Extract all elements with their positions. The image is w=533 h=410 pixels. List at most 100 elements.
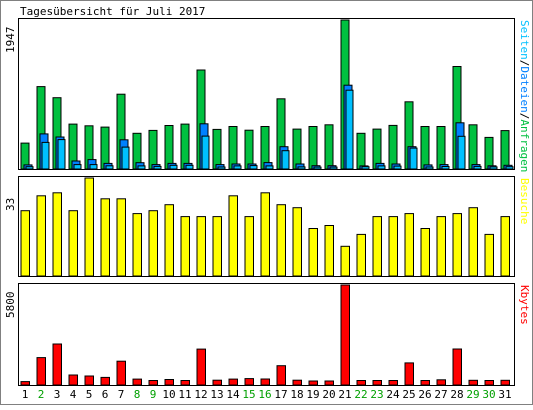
bar-seiten-day-12 [201, 135, 210, 170]
bar-seiten-day-28 [457, 135, 466, 170]
bar-seiten-day-27 [441, 166, 450, 170]
day-label-12: 12 [194, 388, 207, 401]
bar-besuche-day-11 [180, 216, 190, 277]
day-label-30: 30 [482, 388, 495, 401]
day-label-5: 5 [86, 388, 93, 401]
day-label-4: 4 [70, 388, 77, 401]
bar-kbytes-day-6 [100, 376, 110, 386]
day-label-16: 16 [258, 388, 271, 401]
bar-kbytes-day-15 [244, 378, 254, 386]
bar-kbytes-day-19 [308, 380, 318, 386]
day-label-2: 2 [38, 388, 45, 401]
bar-kbytes-day-17 [276, 365, 286, 386]
legend-besuche: Besuche [518, 178, 531, 224]
legend-seiten: Seiten [518, 20, 531, 60]
bar-seiten-day-16 [265, 165, 274, 170]
bar-besuche-day-26 [420, 228, 430, 277]
bar-besuche-day-8 [132, 213, 142, 277]
bar-kbytes-day-18 [292, 379, 302, 386]
bar-anfragen-day-18 [292, 128, 302, 170]
bar-kbytes-day-28 [452, 348, 462, 386]
day-label-20: 20 [322, 388, 335, 401]
bar-seiten-day-31 [505, 166, 514, 170]
bar-seiten-day-2 [41, 141, 50, 170]
bar-besuche-day-2 [36, 195, 46, 277]
bar-kbytes-day-1 [20, 381, 30, 386]
bar-anfragen-day-27 [436, 126, 446, 170]
day-label-7: 7 [118, 388, 125, 401]
bar-seiten-day-24 [393, 165, 402, 170]
bar-kbytes-day-5 [84, 375, 94, 386]
panel-3-ymax-label: 5800 [4, 292, 17, 319]
bar-seiten-day-17 [281, 150, 290, 170]
bar-seiten-day-19 [313, 166, 322, 170]
bar-besuche-day-9 [148, 210, 158, 277]
bar-anfragen-day-13 [212, 128, 222, 170]
day-label-11: 11 [178, 388, 191, 401]
legend-anfragen: Anfragen [518, 119, 531, 172]
bar-besuche-day-17 [276, 204, 286, 277]
day-label-31: 31 [498, 388, 511, 401]
bar-seiten-day-14 [233, 165, 242, 170]
day-label-19: 19 [306, 388, 319, 401]
legend-dateien: Dateien [518, 66, 531, 112]
panel-3-frame [18, 283, 515, 386]
bar-seiten-day-30 [489, 166, 498, 170]
day-label-1: 1 [22, 388, 29, 401]
bar-kbytes-day-7 [116, 360, 126, 386]
bar-seiten-day-29 [473, 165, 482, 170]
bar-kbytes-day-26 [420, 380, 430, 386]
bar-besuche-day-27 [436, 216, 446, 277]
bar-anfragen-day-9 [148, 129, 158, 170]
bar-anfragen-day-24 [388, 124, 398, 170]
bar-kbytes-day-27 [436, 379, 446, 386]
bar-seiten-day-4 [73, 164, 82, 170]
bar-seiten-day-23 [377, 165, 386, 170]
bar-besuche-day-23 [372, 216, 382, 277]
bar-seiten-day-8 [137, 165, 146, 170]
bar-anfragen-day-29 [468, 124, 478, 170]
day-label-24: 24 [386, 388, 400, 401]
bar-besuche-day-5 [84, 177, 94, 277]
bar-kbytes-day-23 [372, 380, 382, 386]
day-label-10: 10 [162, 388, 175, 401]
bar-besuche-day-16 [260, 192, 270, 277]
bar-kbytes-day-29 [468, 379, 478, 386]
bar-seiten-day-5 [89, 164, 98, 170]
day-label-28: 28 [450, 388, 463, 401]
bar-seiten-day-3 [57, 139, 66, 170]
bar-kbytes-day-8 [132, 378, 142, 386]
bar-seiten-day-10 [169, 164, 178, 170]
bar-kbytes-day-24 [388, 380, 398, 386]
day-label-22: 22 [354, 388, 367, 401]
bar-kbytes-day-30 [484, 380, 494, 386]
bar-besuche-day-29 [468, 207, 478, 277]
bar-anfragen-day-19 [308, 126, 318, 170]
bar-besuche-day-10 [164, 204, 174, 277]
bar-anfragen-day-20 [324, 124, 334, 170]
day-label-23: 23 [370, 388, 383, 401]
legend-separator: / [518, 60, 531, 67]
bar-besuche-day-15 [244, 216, 254, 277]
bar-anfragen-day-31 [500, 130, 510, 170]
panel-1-ymax-label: 1947 [4, 27, 17, 54]
day-label-13: 13 [210, 388, 223, 401]
day-label-3: 3 [54, 388, 61, 401]
day-label-18: 18 [290, 388, 303, 401]
bar-kbytes-day-13 [212, 379, 222, 386]
bar-seiten-day-26 [425, 166, 434, 170]
bar-seiten-day-6 [105, 165, 114, 170]
bar-anfragen-day-14 [228, 126, 238, 170]
bar-kbytes-day-31 [500, 379, 510, 386]
bar-besuche-day-31 [500, 216, 510, 277]
bar-besuche-day-19 [308, 228, 318, 277]
bar-kbytes-day-10 [164, 379, 174, 386]
day-label-25: 25 [402, 388, 415, 401]
day-label-9: 9 [150, 388, 157, 401]
bar-besuche-day-22 [356, 233, 366, 277]
bar-kbytes-day-22 [356, 380, 366, 386]
bar-kbytes-day-9 [148, 380, 158, 386]
bar-besuche-day-30 [484, 233, 494, 277]
bar-anfragen-day-15 [244, 129, 254, 170]
